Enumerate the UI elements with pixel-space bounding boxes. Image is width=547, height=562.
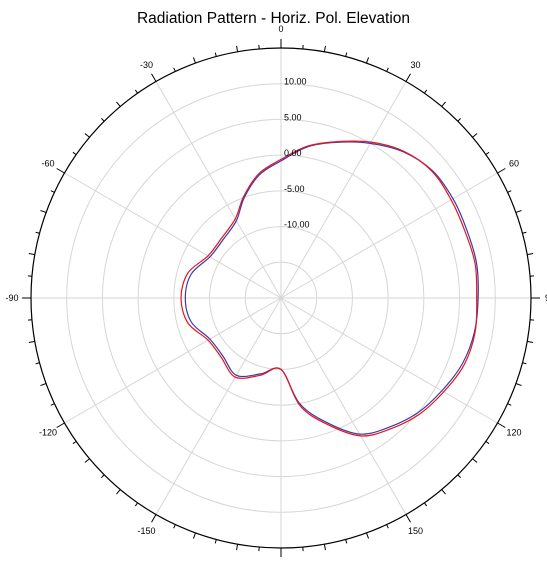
angle-label: 60 (509, 159, 519, 169)
outer-tick (423, 89, 428, 94)
angle-label: 0 (278, 24, 283, 34)
outer-tick (214, 539, 217, 544)
polar-grid (30, 47, 532, 549)
outer-tick (28, 340, 35, 343)
angle-label: 90 (545, 293, 547, 303)
outer-tick (366, 532, 370, 539)
outer-tick (515, 209, 522, 213)
outer-tick (485, 440, 490, 445)
outer-tick (386, 524, 389, 529)
outer-tick (134, 89, 139, 94)
grid-spoke (64, 172, 282, 299)
outer-tick (485, 151, 490, 156)
outer-tick (116, 489, 121, 495)
grid-spoke (280, 297, 407, 515)
angle-label: 150 (408, 526, 423, 536)
outer-tick (236, 544, 239, 551)
ring-label: 0.00 (284, 148, 302, 158)
outer-tick (345, 52, 348, 57)
grid-spoke (64, 297, 282, 424)
angle-label: -120 (39, 428, 57, 438)
outer-tick (497, 422, 506, 428)
outer-tick (72, 151, 77, 156)
outer-tick (441, 489, 446, 495)
outer-tick (40, 383, 47, 387)
outer-tick (527, 253, 534, 256)
grid-spoke (280, 172, 498, 299)
outer-tick (35, 231, 40, 234)
angle-label: -150 (137, 526, 155, 536)
outer-tick (192, 57, 196, 64)
angle-label: -90 (5, 293, 18, 303)
chart-title: Radiation Pattern - Horiz. Pol. Elevatio… (136, 10, 411, 27)
outer-tick (50, 190, 55, 193)
outer-tick (472, 133, 478, 138)
angle-label: -30 (140, 60, 153, 70)
outer-tick (50, 403, 55, 406)
outer-tick (101, 474, 105, 478)
outer-tick (134, 502, 139, 507)
outer-tick (522, 362, 527, 365)
series-line (184, 141, 479, 435)
ring-label: -10.00 (284, 220, 310, 230)
outer-tick (84, 458, 90, 463)
angle-label: 120 (506, 428, 521, 438)
outer-tick (405, 73, 411, 82)
outer-tick (515, 383, 522, 387)
grid-spoke (155, 297, 282, 515)
outer-tick (173, 524, 176, 529)
outer-ticks (22, 39, 540, 557)
outer-tick (56, 422, 65, 428)
outer-tick (386, 67, 389, 72)
outer-tick (457, 474, 461, 478)
outer-tick (323, 544, 326, 551)
outer-tick (116, 101, 121, 107)
outer-tick (72, 440, 77, 445)
outer-tick (457, 118, 461, 122)
grid-spoke (280, 81, 407, 299)
grid-spoke (155, 81, 282, 299)
ring-label: 5.00 (284, 112, 302, 122)
outer-tick (236, 45, 239, 52)
outer-tick (527, 340, 534, 343)
angle-label: 30 (410, 60, 420, 70)
outer-tick (507, 403, 512, 406)
outer-tick (472, 458, 478, 463)
outer-tick (214, 52, 217, 57)
outer-tick (192, 532, 196, 539)
ring-label: -5.00 (284, 184, 305, 194)
series-line (180, 140, 478, 437)
series-layer (180, 140, 479, 437)
outer-tick (441, 101, 446, 107)
axis-labels: 0306090120150-180-150-120-90-60-3010.005… (5, 24, 547, 536)
grid-spoke (280, 297, 498, 424)
outer-tick (40, 209, 47, 213)
outer-tick (405, 514, 411, 523)
outer-tick (497, 168, 506, 174)
outer-tick (366, 57, 370, 64)
outer-tick (84, 133, 90, 138)
angle-label: -60 (42, 159, 55, 169)
outer-tick (423, 502, 428, 507)
outer-tick (101, 118, 105, 122)
outer-tick (35, 362, 40, 365)
outer-tick (151, 73, 157, 82)
outer-tick (28, 253, 35, 256)
outer-tick (173, 67, 176, 72)
outer-tick (507, 190, 512, 193)
ring-label: 10.00 (284, 77, 307, 87)
outer-tick (522, 231, 527, 234)
outer-tick (345, 539, 348, 544)
outer-tick (323, 45, 326, 52)
outer-tick (151, 514, 157, 523)
outer-tick (56, 168, 65, 174)
